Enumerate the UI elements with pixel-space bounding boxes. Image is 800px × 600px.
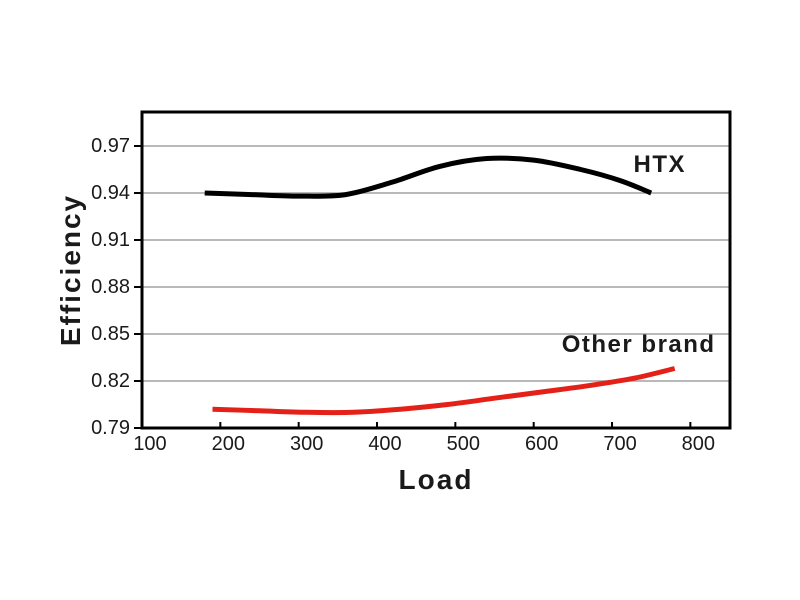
series-label-other-brand: Other brand [561,330,716,358]
x-tick-label-400: 400 [368,433,402,455]
y-tick-label-0.85: 0.85 [91,322,130,345]
plot-border [140,110,732,430]
x-tick-label-300: 300 [289,433,324,455]
y-tick-label-0.82: 0.82 [91,369,130,392]
x-tick-label-500: 500 [446,433,481,455]
y-axis-title: Efficiency [55,193,86,347]
y-tick-label-0.94: 0.94 [91,181,130,204]
x-tick-label-800: 800 [681,433,716,455]
y-tick-label-0.91: 0.91 [91,228,130,251]
x-axis-title: Load [398,464,474,495]
x-tick-label-600: 600 [524,433,559,455]
y-tick-label-0.79: 0.79 [91,417,130,439]
other-brand-line [212,366,676,416]
y-tick-label-0.97: 0.97 [91,134,130,157]
htx-line [204,155,653,199]
series-label-htx: HTX [633,150,687,178]
x-tick-label-100: 100 [133,433,167,455]
y-tick-label-0.88: 0.88 [91,275,130,298]
x-tick-label-200: 200 [211,433,246,455]
x-tick-label-700: 700 [603,433,637,455]
